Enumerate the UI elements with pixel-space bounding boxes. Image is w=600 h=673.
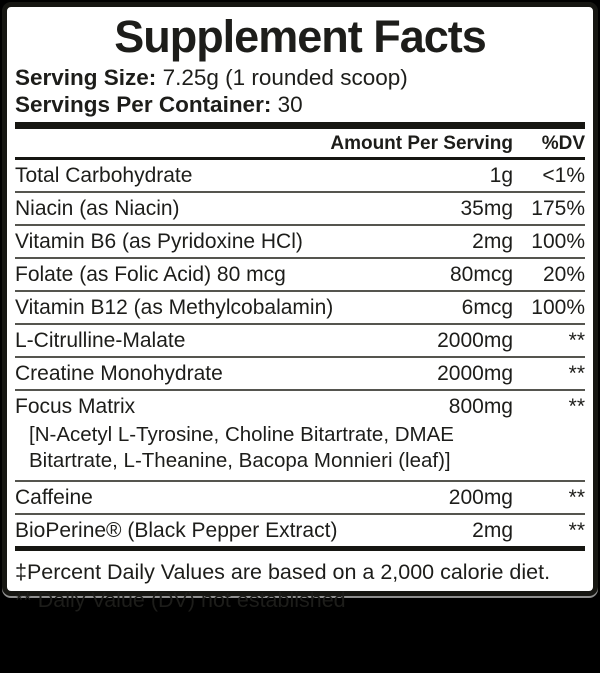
ingredient-amount: 800mg — [448, 395, 513, 418]
ingredient-amount: 6mcg — [461, 296, 513, 319]
table-row: Vitamin B12 (as Methylcobalamin) 6mcg 10… — [15, 290, 585, 323]
table-row: Creatine Monohydrate 2000mg ** — [15, 356, 585, 389]
daily-value-header: %DV — [541, 133, 585, 154]
serving-size-label: Serving Size: — [15, 65, 157, 90]
ingredient-dv: ** — [568, 362, 585, 385]
ingredient-amount: 2mg — [472, 519, 513, 542]
ingredient-name: Focus Matrix — [15, 395, 136, 418]
ingredient-dv: ** — [568, 519, 585, 542]
table-row: Total Carbohydrate 1g <1% — [15, 160, 585, 191]
ingredient-name: BioPerine® (Black Pepper Extract) — [15, 519, 338, 542]
ingredient-amount: 2000mg — [437, 362, 513, 385]
ingredient-name: Vitamin B6 (as Pyridoxine HCl) — [15, 230, 303, 253]
table-row: Niacin (as Niacin) 35mg 175% — [15, 191, 585, 224]
footnotes: ‡Percent Daily Values are based on a 2,0… — [15, 551, 585, 614]
ingredient-dv: ** — [568, 486, 585, 509]
ingredient-dv: ** — [568, 395, 585, 418]
table-header-row: Amount Per Serving %DV — [15, 129, 585, 160]
ingredient-dv: 20% — [542, 263, 585, 286]
ingredient-dv: 100% — [531, 296, 585, 319]
servings-per-container-label: Servings Per Container: — [15, 92, 272, 117]
table-row: Caffeine 200mg ** — [15, 480, 585, 513]
ingredient-dv: 100% — [531, 230, 585, 253]
panel-title: Supplement Facts — [114, 11, 487, 62]
servings-per-container-line: Servings Per Container: 30 — [15, 91, 585, 118]
table-row: Focus Matrix 800mg ** — [15, 389, 585, 422]
ingredient-amount: 80mcg — [449, 263, 513, 286]
amount-per-serving-header: Amount Per Serving — [330, 133, 513, 154]
ingredient-dv: <1% — [542, 164, 585, 187]
ingredient-name: Niacin (as Niacin) — [15, 197, 180, 220]
footnote-daily-values: ‡Percent Daily Values are based on a 2,0… — [15, 560, 551, 584]
ingredient-name: L-Citrulline-Malate — [15, 329, 186, 352]
table-row: Vitamin B6 (as Pyridoxine HCl) 2mg 100% — [15, 224, 585, 257]
ingredient-dv: 175% — [531, 197, 585, 220]
ingredient-amount: 2000mg — [437, 329, 513, 352]
serving-size-line: Serving Size: 7.25g (1 rounded scoop) — [15, 64, 585, 91]
table-row: BioPerine® (Black Pepper Extract) 2mg ** — [15, 513, 585, 551]
servings-per-container-value: 30 — [277, 92, 303, 117]
table-row: Folate (as Folic Acid) 80 mcg 80mcg 20% — [15, 257, 585, 290]
ingredient-dv: ** — [568, 329, 585, 352]
supplement-facts-panel: Supplement Facts Serving Size: 7.25g (1 … — [2, 2, 598, 612]
ingredient-amount: 35mg — [460, 197, 513, 220]
thick-divider — [15, 122, 585, 129]
footnote-dv-not-established: ** Daily Value (DV) not established — [15, 588, 346, 612]
ingredient-amount: 1g — [489, 164, 513, 187]
ingredient-name: Creatine Monohydrate — [15, 362, 223, 385]
ingredient-name: Caffeine — [15, 486, 93, 509]
ingredient-name: Vitamin B12 (as Methylcobalamin) — [15, 296, 334, 319]
table-row: L-Citrulline-Malate 2000mg ** — [15, 323, 585, 356]
ingredient-amount: 200mg — [448, 486, 513, 509]
ingredient-amount: 2mg — [472, 230, 513, 253]
serving-size-value: 7.25g (1 rounded scoop) — [162, 65, 408, 90]
ingredient-name: Folate (as Folic Acid) 80 mcg — [15, 263, 286, 286]
focus-matrix-sub-ingredients: [N-Acetyl L-Tyrosine, Choline Bitartrate… — [29, 423, 454, 472]
ingredient-name: Total Carbohydrate — [15, 164, 193, 187]
